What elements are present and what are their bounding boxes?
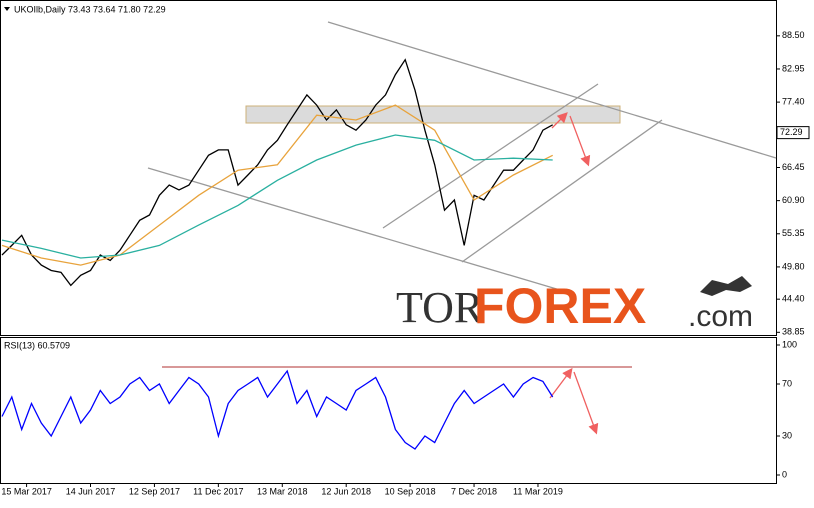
y-tick-label: 30 bbox=[782, 430, 792, 440]
arrow bbox=[549, 367, 573, 399]
x-tick-label: 14 Jun 2017 bbox=[66, 486, 116, 496]
trend-line bbox=[147, 167, 561, 291]
watermark-text: TOR bbox=[396, 283, 484, 332]
arrow bbox=[569, 115, 591, 167]
y-tick-label: 100 bbox=[782, 339, 797, 349]
x-tick-label: 11 Dec 2017 bbox=[193, 486, 243, 496]
y-tick-label: 49.80 bbox=[782, 261, 805, 271]
x-tick-label: 7 Dec 2018 bbox=[451, 486, 497, 496]
last-price-label: 72.29 bbox=[780, 127, 803, 137]
rsi-frame bbox=[0, 337, 777, 484]
watermark: TOR FOREX .com bbox=[396, 276, 753, 334]
series-line bbox=[1, 58, 554, 287]
x-tick-label: 15 Mar 2017 bbox=[1, 486, 52, 496]
watermark-text: .com bbox=[688, 300, 753, 333]
series-line bbox=[1, 369, 554, 450]
x-tick-label: 12 Sep 2017 bbox=[129, 486, 180, 496]
y-tick-label: 82.95 bbox=[782, 63, 805, 73]
y-tick-label: 60.90 bbox=[782, 195, 805, 205]
x-tick-label: 11 Mar 2019 bbox=[513, 486, 563, 496]
chart-title: UKOIlb,Daily 73.43 73.64 71.80 72.29 bbox=[14, 4, 166, 14]
trend-line bbox=[382, 83, 599, 229]
title-icon bbox=[4, 7, 10, 11]
series-line bbox=[1, 134, 553, 259]
rsi-title: RSI(13) 60.5709 bbox=[4, 340, 70, 350]
y-tick-label: 88.50 bbox=[782, 30, 805, 40]
last-price-box bbox=[776, 126, 810, 140]
bull-icon bbox=[700, 276, 752, 296]
x-tick-label: 12 Jun 2018 bbox=[321, 486, 371, 496]
y-tick-label: 0 bbox=[782, 469, 787, 479]
y-tick-label: 66.45 bbox=[782, 162, 805, 172]
y-tick-label: 44.40 bbox=[782, 294, 805, 304]
arrow bbox=[551, 112, 568, 129]
trend-line bbox=[461, 119, 663, 263]
y-tick-label: 38.85 bbox=[782, 327, 805, 337]
y-tick-label: 70 bbox=[782, 378, 792, 388]
trend-line bbox=[327, 21, 777, 159]
x-tick-label: 13 Mar 2018 bbox=[257, 486, 308, 496]
y-tick-label: 55.35 bbox=[782, 228, 805, 238]
resistance-zone bbox=[245, 105, 621, 124]
series-line bbox=[1, 104, 553, 266]
x-tick-label: 10 Sep 2018 bbox=[385, 486, 436, 496]
y-tick-label: 77.40 bbox=[782, 96, 805, 106]
watermark-text: FOREX bbox=[474, 278, 646, 334]
arrow bbox=[573, 371, 599, 435]
